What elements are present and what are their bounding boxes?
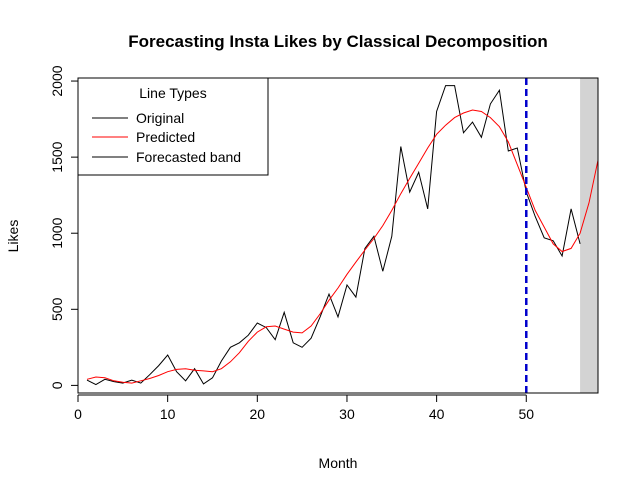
x-axis: 0 10 20 30 40 50 [74,394,534,422]
legend-title: Line Types [139,85,206,101]
legend-label-original: Original [136,110,184,126]
y-tick-label: 1000 [49,217,65,248]
forecast-band [580,78,598,393]
chart-title: Forecasting Insta Likes by Classical Dec… [128,32,547,51]
y-tick-label: 500 [49,297,65,321]
legend-label-predicted: Predicted [136,129,195,145]
legend: Line Types Original Predicted Forecasted… [77,77,269,176]
y-tick-label: 1500 [49,141,65,172]
y-axis-label: Likes [5,220,21,253]
x-tick-label: 40 [429,406,445,422]
x-tick-label: 0 [74,406,82,422]
y-axis: 0 500 1000 1500 2000 [49,65,79,389]
legend-label-forecasted-band: Forecasted band [136,149,241,165]
series-line-predicted [86,109,599,384]
y-tick-label: 0 [49,381,65,389]
legend-box [77,77,269,176]
x-tick-label: 20 [250,406,266,422]
x-tick-label: 10 [160,406,176,422]
series-line-original [86,85,581,386]
x-tick-label: 50 [518,406,534,422]
x-axis-label: Month [319,455,358,471]
y-tick-label: 2000 [49,65,65,96]
x-tick-label: 30 [339,406,355,422]
